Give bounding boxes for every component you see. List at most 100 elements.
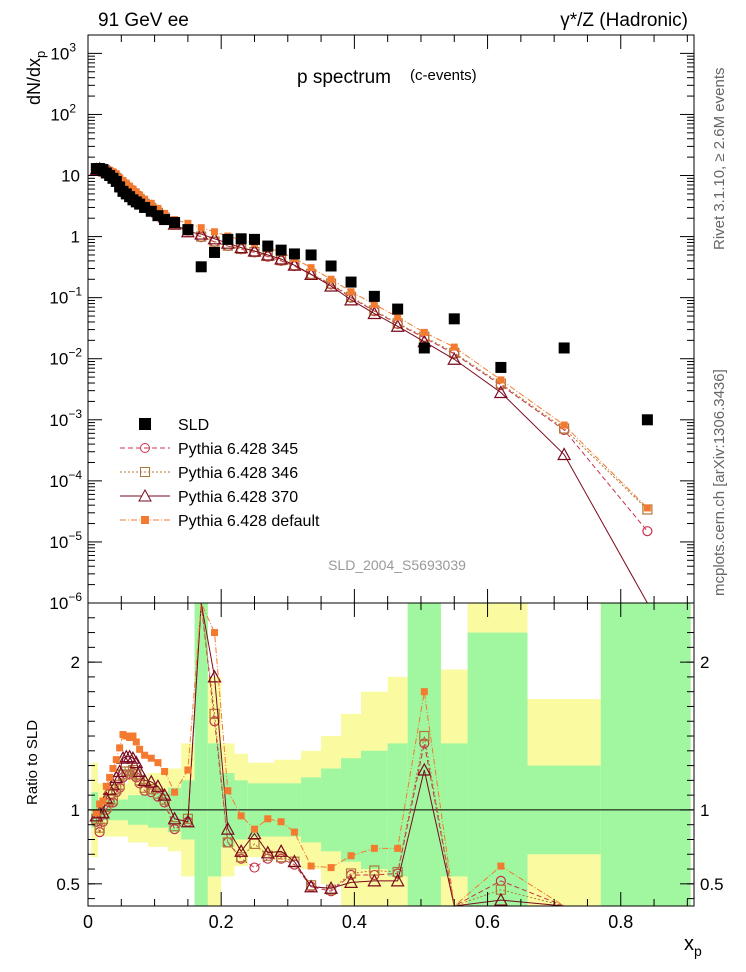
mc-point <box>147 199 155 207</box>
y-tick-base: 10 <box>49 350 68 369</box>
mc-point <box>450 343 458 351</box>
ratio-point <box>139 782 150 793</box>
header-left: 91 GeV ee <box>98 10 189 31</box>
ratio-y-tick-label: 0.5 <box>56 875 80 894</box>
ratio-point <box>154 759 162 767</box>
sld-point <box>152 210 164 222</box>
ratio-point <box>290 828 298 836</box>
y-tick-exp: −1 <box>68 285 82 299</box>
sld-point <box>325 260 337 272</box>
ratio-band-green <box>407 603 441 906</box>
mc-point <box>390 319 405 332</box>
mc-point <box>304 267 319 281</box>
y-tick-exp: −5 <box>68 529 82 543</box>
ratio-point <box>107 794 119 805</box>
ratio-point <box>97 813 109 824</box>
sld-point <box>209 246 221 258</box>
ratio-point <box>95 805 110 819</box>
ratio-point <box>237 812 245 820</box>
legend-label-sld: SLD <box>178 417 209 434</box>
sld-point <box>418 342 430 354</box>
y-tick-label: 10−1 <box>49 285 82 308</box>
sld-point <box>248 233 260 245</box>
ratio-point <box>419 730 430 742</box>
sld-point <box>182 224 194 236</box>
ratio-point <box>324 881 339 894</box>
ratio-y-tick-label: 1 <box>71 801 80 820</box>
ratio-point <box>171 788 179 796</box>
ratio-point <box>347 852 355 860</box>
ratio-point <box>102 782 110 790</box>
x-tick-label: 0.8 <box>608 912 633 932</box>
ratio-point <box>209 708 220 719</box>
ratio-y-tick-label-right: 1 <box>700 801 709 820</box>
mc-point <box>493 385 508 399</box>
sld-point <box>345 276 357 288</box>
ratio-point <box>92 809 100 817</box>
legend-label-370: Pythia 6.428 370 <box>178 489 298 506</box>
legend: SLD Pythia 6.428 345 Pythia 6.428 346 Py… <box>120 417 320 530</box>
y-tick-label: 10−5 <box>49 529 82 552</box>
ratio-ylabel: Ratio to SLD <box>24 720 41 805</box>
legend-marker-346 <box>140 467 150 477</box>
mc-point <box>274 251 289 265</box>
y-tick-base: 10 <box>49 594 68 613</box>
header-right: γ*/Z (Hadronic) <box>560 10 688 31</box>
x-tick-label: 0.6 <box>475 912 500 932</box>
ratio-y-tick-label-right: 0.5 <box>700 875 724 894</box>
legend-marker-345 <box>140 443 150 453</box>
y-tick-exp: 2 <box>69 101 76 115</box>
ratio-point <box>390 873 405 887</box>
mc-point <box>207 231 222 245</box>
ratio-point <box>124 766 135 777</box>
mc-point <box>161 209 169 217</box>
x-axis-label-sub: p <box>694 943 702 959</box>
legend-label-345: Pythia 6.428 345 <box>178 441 298 458</box>
mc-point <box>211 228 219 236</box>
mc-point <box>347 288 355 296</box>
ratio-point <box>220 821 235 835</box>
sld-point <box>558 342 570 354</box>
ratio-point <box>370 844 378 852</box>
ratio-line-1 <box>95 602 648 907</box>
x-axis-label-main: x <box>684 933 694 955</box>
ratio-point <box>106 773 114 781</box>
ratio-point <box>264 815 272 823</box>
ratio-point <box>147 754 155 762</box>
ratio-point <box>132 764 147 778</box>
x-tick-label: 0.4 <box>342 912 367 932</box>
y-tick-exp: −2 <box>68 346 82 360</box>
ratio-point <box>114 779 125 790</box>
mc-point <box>497 376 505 384</box>
mc-point <box>643 504 651 512</box>
ratio-point <box>224 787 232 795</box>
ratio-point <box>307 862 315 870</box>
sld-point <box>195 261 207 273</box>
legend-marker-370 <box>138 488 152 502</box>
main-ylabel-sub: p <box>33 51 48 58</box>
ratio-point <box>144 774 159 788</box>
ratio-point <box>122 749 137 763</box>
sld-point <box>159 214 171 226</box>
y-tick-base: 10 <box>49 533 68 552</box>
sld-point <box>169 217 181 229</box>
mc-point <box>184 219 192 227</box>
ratio-point <box>169 821 180 832</box>
ratio-point <box>236 852 247 863</box>
y-tick-base: 10 <box>50 105 69 124</box>
mc-point <box>394 313 402 321</box>
ratio-point <box>394 844 402 852</box>
sld-point <box>145 205 157 217</box>
mc-point <box>327 275 335 283</box>
ratio-point <box>249 862 260 873</box>
y-tick-label: 10−3 <box>49 407 82 430</box>
main-ylabel-main: dN/dx <box>24 58 44 105</box>
ratio-point <box>497 862 505 870</box>
mc-point <box>557 447 572 461</box>
ratio-point <box>234 844 249 857</box>
ratio-point <box>105 777 120 791</box>
sld-point <box>448 313 460 325</box>
sld-point <box>110 175 122 187</box>
ratio-point <box>345 868 357 879</box>
mc-point <box>194 226 209 240</box>
